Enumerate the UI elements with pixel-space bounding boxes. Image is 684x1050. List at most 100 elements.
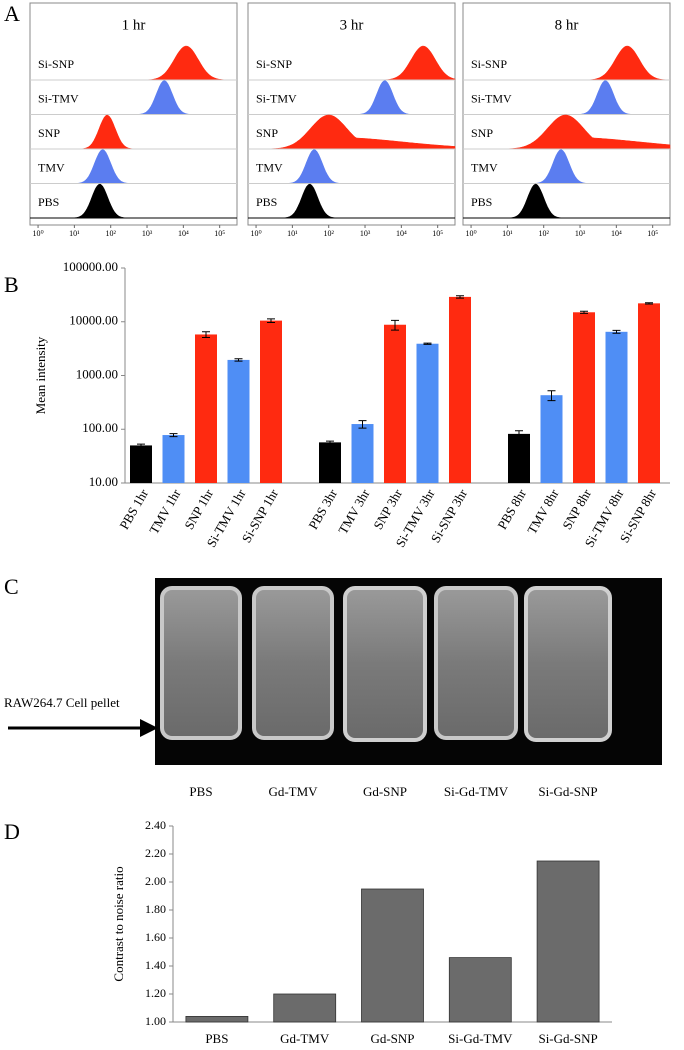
bar (384, 324, 406, 483)
error-bar (137, 443, 145, 448)
image-label: Gd-SNP (363, 784, 407, 799)
series-label: SNP (38, 126, 60, 140)
bar (638, 303, 660, 483)
panel-label: C (4, 574, 19, 599)
histogram (463, 183, 670, 219)
x-tick-label: 10² (105, 229, 116, 238)
y-axis-label: Contrast to noise ratio (111, 866, 126, 981)
histogram (30, 114, 237, 150)
image-label: PBS (189, 784, 212, 799)
series-label: Si-TMV (471, 91, 512, 105)
bar (195, 334, 217, 483)
y-tick-label: 10.00 (89, 474, 118, 489)
tubes (160, 586, 612, 742)
error-bar (612, 329, 621, 334)
x-tick-label: 10⁴ (611, 229, 622, 238)
series-label: Si-SNP (38, 57, 74, 71)
bar (351, 424, 374, 483)
y-tick-label: 100.00 (82, 420, 118, 435)
bar (185, 1016, 249, 1023)
x-tick-label: 10¹ (287, 229, 298, 238)
error-bar (645, 302, 653, 305)
x-tick-label: SNP 1hr (181, 486, 216, 532)
x-tick-label: SNP 3hr (370, 486, 405, 532)
y-tick-label: 1.60 (145, 930, 166, 944)
series-label: TMV (38, 160, 65, 174)
series-label: PBS (38, 195, 59, 209)
x-tick-label: 10³ (360, 229, 371, 238)
y-tick-label: 10000.00 (69, 313, 118, 328)
error-bar (456, 295, 464, 299)
bar (605, 331, 628, 483)
histogram (463, 114, 671, 150)
histogram (30, 183, 237, 219)
x-tick-label: PBS (205, 1031, 228, 1046)
y-tick-label: 2.40 (145, 818, 166, 832)
bar (319, 442, 341, 483)
x-tick-label: Gd-TMV (280, 1031, 330, 1046)
series-label: Si-SNP (471, 57, 507, 71)
image-label: Si-Gd-TMV (444, 784, 509, 799)
series-label: Si-TMV (38, 91, 79, 105)
x-tick-label: 10¹ (69, 229, 80, 238)
bar (540, 395, 563, 483)
series-label: SNP (256, 126, 278, 140)
arrow-head (140, 719, 158, 737)
error-bar (267, 318, 275, 323)
x-tick-label: 10⁵ (647, 229, 658, 238)
x-tick-label: TMV 1hr (146, 486, 184, 537)
x-tick-label: PBS 8hr (494, 486, 529, 532)
image-label: Si-Gd-SNP (538, 784, 597, 799)
series-label: SNP (471, 126, 493, 140)
x-tick-label: PBS 1hr (116, 486, 151, 532)
bar (449, 296, 471, 483)
error-bar (326, 440, 334, 445)
error-bar (515, 430, 523, 439)
error-bar (580, 310, 588, 314)
bar (361, 888, 424, 1023)
bar (573, 312, 595, 483)
x-tick-label: 10³ (142, 229, 153, 238)
x-tick-label: 10⁴ (396, 229, 407, 238)
panel-title: 8 hr (555, 17, 579, 33)
y-tick-label: 2.20 (145, 846, 166, 860)
tube (434, 586, 518, 740)
panel-title: 3 hr (340, 17, 364, 33)
x-tick-label: Si-Gd-SNP (538, 1031, 597, 1046)
error-bar (234, 358, 243, 362)
x-tick-label: 10⁰ (32, 229, 43, 238)
series-label: TMV (256, 160, 283, 174)
panel-label: B (4, 272, 19, 297)
bar (162, 435, 185, 483)
error-bar (423, 342, 432, 345)
panel-label: D (4, 819, 20, 844)
bar (536, 860, 600, 1023)
error-bar (358, 420, 367, 429)
y-axis-label: Mean intensity (33, 336, 48, 414)
error-bar (202, 331, 210, 338)
x-tick-label: PBS 3hr (305, 486, 340, 532)
image-label: Gd-TMV (268, 784, 318, 799)
error-bar (391, 319, 399, 331)
x-tick-label: 10² (538, 229, 549, 238)
annotation: RAW264.7 Cell pellet (4, 695, 120, 710)
x-tick-label: 10⁵ (214, 229, 225, 238)
error-bar (547, 390, 556, 402)
series-label: PBS (471, 195, 492, 209)
x-tick-label: Si-Gd-TMV (448, 1031, 513, 1046)
bar (416, 343, 439, 483)
y-tick-label: 1.80 (145, 902, 166, 916)
bar (273, 993, 337, 1023)
y-tick-label: 100000.00 (63, 259, 118, 274)
bar (227, 359, 250, 483)
error-bar (169, 433, 178, 438)
bar (448, 957, 512, 1023)
panel-label: A (4, 1, 20, 26)
y-tick-label: 1.20 (145, 986, 166, 1000)
histogram (248, 114, 456, 150)
x-tick-label: 10⁴ (178, 229, 189, 238)
x-tick-label: 10⁵ (432, 229, 443, 238)
panel-title: 1 hr (122, 17, 146, 33)
x-tick-label: SNP 8hr (559, 486, 594, 532)
histogram (248, 183, 455, 219)
